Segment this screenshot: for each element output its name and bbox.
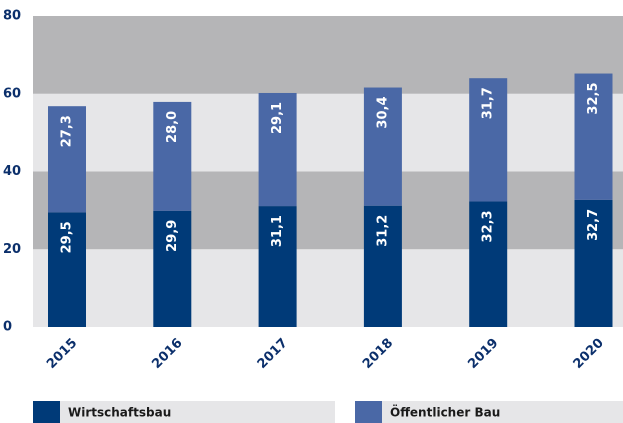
bar-segment <box>258 92 297 207</box>
y-tick-label: 40 <box>3 164 21 179</box>
bar-segment <box>153 210 192 327</box>
value-label: 29,1 <box>270 102 285 134</box>
legend-background <box>33 401 335 423</box>
value-label: 31,2 <box>375 215 390 247</box>
grid-band <box>33 171 623 250</box>
grid-band <box>33 16 623 94</box>
value-label: 30,4 <box>375 96 390 128</box>
bar-segment <box>153 101 192 211</box>
grid-band <box>33 93 623 172</box>
value-label: 27,3 <box>60 115 75 147</box>
grid-band <box>33 249 623 327</box>
legend-swatch <box>33 401 60 423</box>
bar-segment <box>48 106 86 213</box>
value-label: 31,7 <box>481 87 496 119</box>
value-label: 32,7 <box>586 209 601 241</box>
bar-segment <box>363 205 402 327</box>
bar-segment <box>574 73 613 200</box>
y-tick-label: 20 <box>3 242 21 257</box>
legend-label: Öffentlicher Bau <box>390 405 500 420</box>
legend-background <box>355 401 623 423</box>
x-tick-label: 2016 <box>149 336 185 372</box>
value-label: 31,1 <box>270 215 285 247</box>
legend-label: Wirtschaftsbau <box>68 406 171 420</box>
x-tick-label: 2020 <box>571 336 607 372</box>
bar-segment <box>363 87 402 206</box>
legend-swatch <box>355 401 382 423</box>
x-tick-label: 2017 <box>255 336 291 372</box>
x-tick-label: 2018 <box>360 336 396 372</box>
bar-segment <box>48 212 86 327</box>
bar-segment <box>258 206 297 327</box>
x-tick-label: 2015 <box>44 336 80 372</box>
y-tick-label: 60 <box>3 86 21 101</box>
value-label: 29,5 <box>60 221 75 253</box>
x-tick-label: 2019 <box>465 336 501 372</box>
value-label: 32,5 <box>586 82 601 114</box>
bar-segment <box>469 201 508 327</box>
bar-segment <box>469 78 508 202</box>
y-tick-label: 0 <box>3 320 12 335</box>
value-label: 28,0 <box>165 111 180 143</box>
bar-segment <box>574 199 613 327</box>
value-label: 32,3 <box>481 210 496 242</box>
y-tick-label: 80 <box>3 9 21 24</box>
value-label: 29,9 <box>165 220 180 252</box>
